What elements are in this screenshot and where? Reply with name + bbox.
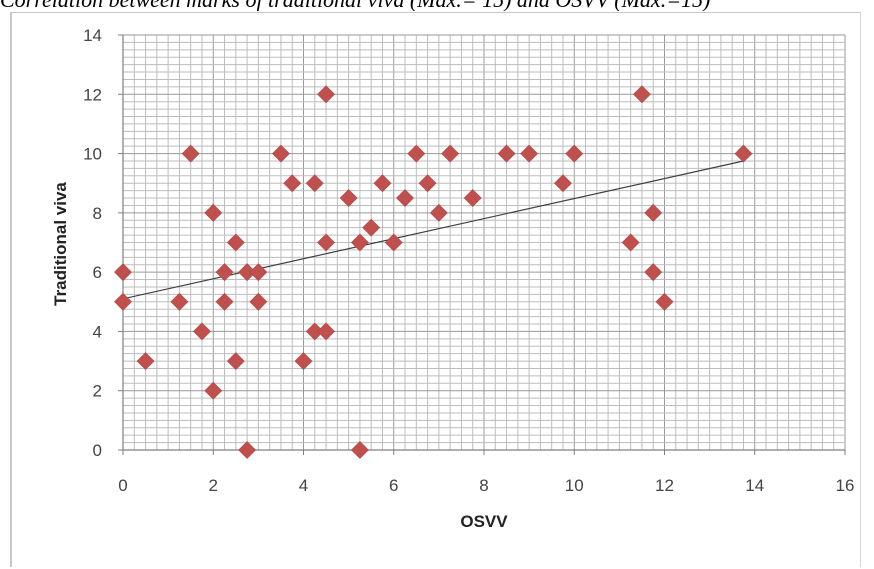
data-point: [429, 203, 448, 222]
data-point: [373, 174, 392, 193]
data-point: [215, 292, 234, 311]
data-point: [238, 441, 257, 459]
y-tick-label: 10: [83, 145, 102, 164]
data-point: [441, 144, 460, 163]
data-point: [463, 189, 482, 207]
chart-frame: [10, 12, 861, 567]
data-point: [565, 144, 584, 163]
x-tick-label: 8: [479, 476, 488, 495]
axes: [118, 34, 846, 455]
data-point: [339, 189, 358, 207]
y-tick-label: 6: [93, 263, 102, 282]
data-point: [418, 174, 437, 193]
data-point: [215, 263, 234, 282]
data-point: [249, 263, 268, 282]
x-tick-label: 14: [745, 476, 764, 495]
data-point: [305, 174, 324, 193]
data-point: [317, 322, 335, 341]
data-point: [734, 144, 753, 163]
data-point: [621, 233, 640, 252]
x-tick-label: 12: [655, 476, 674, 495]
data-point: [204, 203, 223, 222]
data-point: [226, 352, 245, 370]
x-tick-labels: 0 2 4 6 8 10 12 14 16: [118, 476, 854, 495]
data-point: [362, 218, 381, 237]
data-point: [497, 144, 516, 163]
y-axis-title: Traditional viva: [51, 182, 70, 306]
data-points: [114, 85, 753, 459]
data-point: [396, 189, 414, 207]
data-point: [114, 292, 132, 311]
data-point: [181, 144, 200, 163]
y-tick-label: 0: [93, 441, 102, 460]
x-axis-title: OSVV: [460, 512, 508, 531]
x-tick-label: 4: [299, 476, 308, 495]
data-point: [407, 144, 426, 163]
x-tick-label: 6: [389, 476, 398, 495]
data-point: [272, 144, 290, 163]
y-tick-label: 14: [83, 26, 102, 45]
x-tick-label: 16: [836, 476, 855, 495]
data-point: [294, 352, 313, 370]
data-point: [644, 263, 663, 282]
data-point: [655, 292, 674, 311]
x-tick-label: 10: [565, 476, 584, 495]
data-point: [204, 381, 223, 400]
data-point: [520, 144, 539, 163]
y-tick-label: 12: [83, 85, 102, 104]
data-point: [170, 292, 189, 311]
data-point: [114, 263, 132, 282]
data-point: [283, 174, 302, 193]
y-tick-label: 2: [93, 382, 102, 401]
data-point: [136, 352, 155, 370]
y-tick-labels: 0 2 4 6 8 10 12 14: [83, 26, 102, 460]
data-point: [633, 85, 651, 104]
data-point: [554, 174, 572, 193]
y-tick-label: 4: [93, 322, 102, 341]
x-tick-label: 2: [209, 476, 218, 495]
data-point: [317, 233, 335, 252]
figure-caption: Correlation between marks of traditional…: [0, 0, 874, 11]
data-point: [350, 441, 369, 459]
data-point: [317, 85, 335, 104]
data-point: [644, 203, 663, 222]
data-point: [193, 322, 211, 341]
data-point: [226, 233, 245, 252]
x-tick-label: 0: [118, 476, 127, 495]
y-tick-label: 8: [93, 204, 102, 223]
data-point: [249, 292, 268, 311]
data-point: [384, 233, 403, 252]
data-point: [350, 233, 369, 252]
